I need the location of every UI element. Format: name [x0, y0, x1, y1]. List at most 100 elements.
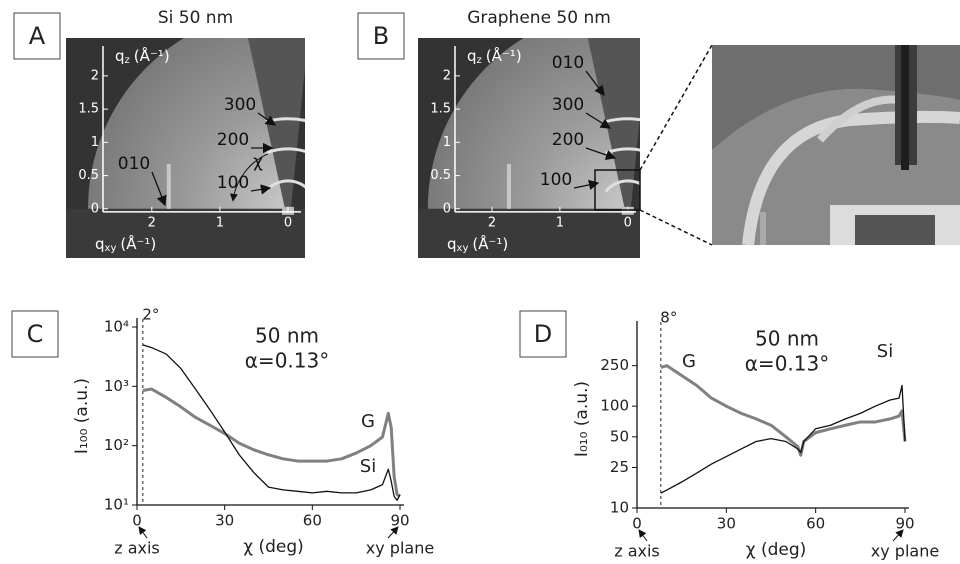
chart-subtitle: α=0.13° [245, 349, 329, 373]
panel-label-box [11, 310, 59, 358]
peak-label: 200 [217, 130, 249, 150]
axis-label: qxy (Å⁻¹) [447, 234, 508, 255]
peak-label: 100 [540, 170, 572, 190]
x-tick-label: 0 [624, 215, 632, 230]
y-tick-label: 250 [600, 356, 629, 374]
axis-unit: (Å⁻¹) [486, 46, 522, 65]
x-tick-label: 90 [390, 512, 409, 530]
panel-label-box [519, 310, 567, 358]
annotation-arrow [387, 526, 399, 539]
peak-arrow [585, 70, 605, 97]
series-line [660, 384, 906, 494]
peak-label: 200 [552, 130, 584, 150]
y-tick-label: 1.5 [430, 102, 451, 117]
peak-arrow [151, 171, 167, 207]
x-tick-label: 30 [717, 515, 736, 533]
annotation-arrow [138, 526, 148, 539]
series-line [142, 344, 401, 501]
zoom-connector [639, 44, 713, 171]
x-tick-label: 60 [303, 512, 322, 530]
y-tick-label: 10 [610, 499, 629, 517]
y-tick-label: 1 [443, 135, 451, 150]
peak-arrow [257, 112, 277, 126]
y-tick-label: 2 [443, 68, 451, 83]
axis-symbol: q [447, 235, 457, 253]
y-tick-label: 0 [91, 201, 99, 216]
x-annotation: xy plane [366, 539, 434, 558]
below-horizon [66, 208, 305, 258]
axis-subscript: z [125, 55, 130, 66]
beamstop-wedge [247, 38, 305, 209]
x-annotation: z axis [614, 542, 660, 561]
series-label: G [682, 351, 696, 372]
scattering-region [87, 38, 288, 209]
x-tick-label: 2 [488, 215, 496, 230]
x-tick-label: 0 [284, 215, 292, 230]
peak-label: 010 [552, 53, 584, 73]
image-title: Graphene 50 nm [467, 8, 611, 28]
angle-arc [229, 153, 269, 202]
x-tick-label: 2 [148, 215, 156, 230]
axis-unit: (Å⁻¹) [134, 46, 170, 65]
angle-label: χ [253, 152, 263, 172]
x-axis-label: χ (deg) [243, 537, 304, 557]
y-tick-label: 0.5 [78, 168, 99, 183]
y-tick-label: 0.5 [430, 168, 451, 183]
annotation-arrow [892, 529, 904, 542]
y-tick-label: 10⁴ [104, 318, 129, 336]
y-tick-label: 1.5 [78, 102, 99, 117]
axis-subscript: z [477, 55, 482, 66]
y-tick-label: 100 [600, 397, 629, 415]
annotation-arrow [638, 529, 648, 542]
series-label: G [361, 411, 375, 432]
panel-label: B [373, 22, 389, 50]
panel-label: D [534, 320, 552, 348]
x-tick-label: 30 [215, 512, 234, 530]
marker-label: 8° [660, 309, 677, 327]
zoom-box [594, 169, 641, 211]
image-content [418, 38, 640, 258]
axis-symbol: q [115, 47, 125, 65]
series-line [142, 387, 401, 498]
axis-unit: (Å⁻¹) [120, 234, 156, 253]
panel-label-box [357, 12, 405, 60]
image-title: Si 50 nm [158, 8, 233, 28]
chart-title: 50 nm [755, 327, 819, 351]
peak-arrow [585, 147, 617, 160]
y-tick-label: 10² [104, 436, 129, 454]
panel-label-box [13, 12, 61, 60]
y-tick-label: 0 [443, 201, 451, 216]
x-tick-label: 60 [806, 515, 825, 533]
axis-subscript: xy [457, 243, 469, 254]
peak-arrow [585, 112, 612, 129]
x-tick-label: 0 [632, 515, 642, 533]
y-tick-label: 25 [610, 458, 629, 476]
x-tick-label: 90 [895, 515, 914, 533]
peak-arrow [250, 184, 272, 195]
y-axis-label: I₀₁₀ (a.u.) [572, 381, 592, 457]
y-axis-label: I₁₀₀ (a.u.) [72, 378, 92, 454]
x-axis-label: χ (deg) [746, 540, 807, 560]
scattering-region [427, 38, 628, 209]
x-annotation: xy plane [871, 542, 939, 561]
x-tick-label: 0 [132, 512, 142, 530]
zoom-connector [639, 209, 713, 246]
below-horizon [418, 208, 640, 258]
beamstop-wedge [587, 38, 640, 209]
peak-arrow [573, 179, 600, 190]
x-tick-label: 1 [556, 215, 564, 230]
peak-label: 300 [224, 95, 256, 115]
axis-label: qz (Å⁻¹) [115, 46, 170, 67]
series-label: Si [360, 456, 376, 477]
chart-title: 50 nm [255, 324, 319, 348]
y-tick-label: 10¹ [104, 496, 129, 514]
axis-subscript: xy [105, 243, 117, 254]
peak-label: 010 [118, 154, 150, 174]
marker-label: 2° [142, 306, 159, 324]
axis-symbol: q [95, 235, 105, 253]
axis-label: qxy (Å⁻¹) [95, 234, 156, 255]
x-annotation: z axis [114, 539, 160, 558]
ring [604, 179, 640, 193]
